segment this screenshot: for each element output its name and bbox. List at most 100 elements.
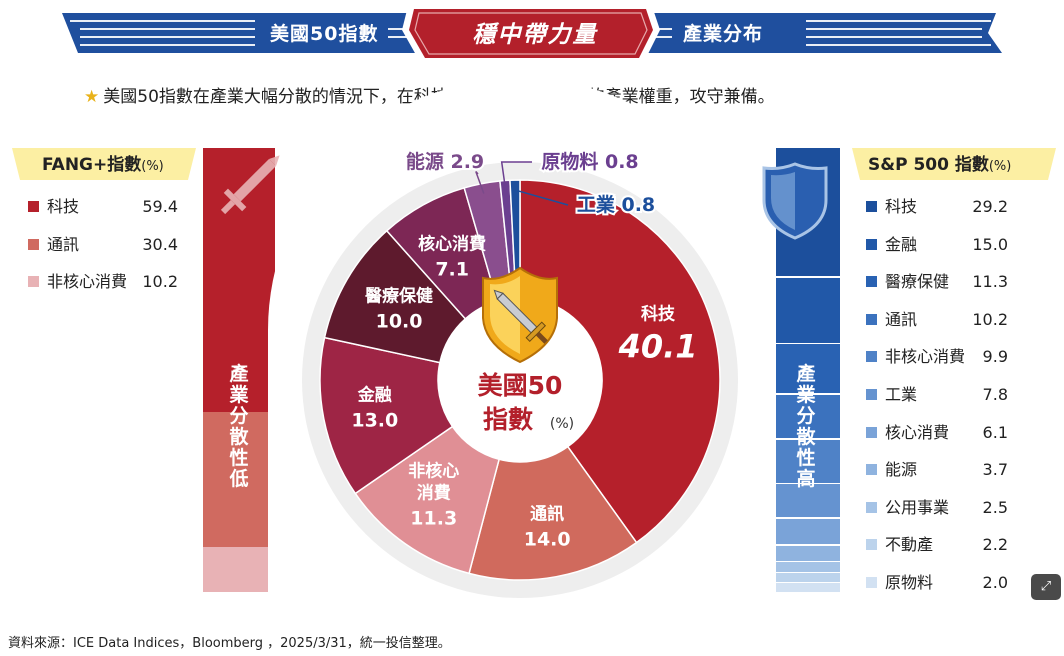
leader-line (475, 170, 485, 194)
legend-value: 6.1 (982, 422, 1008, 442)
slice-label: 醫療保健 (365, 285, 433, 306)
legend-swatch (866, 201, 877, 212)
right-panel-title: S&P 500 指數(%) (868, 148, 1011, 182)
legend-value: 30.4 (142, 234, 178, 254)
legend-value: 11.3 (972, 272, 1008, 292)
stack-segment (776, 518, 840, 545)
right-legend-item: 科技 29.2 (866, 196, 1008, 218)
legend-label: 核心消費 (885, 422, 950, 442)
legend-value: 59.4 (142, 197, 178, 216)
legend-value: 2.5 (982, 497, 1008, 517)
sword-icon (220, 155, 280, 215)
center-unit: (%) (550, 416, 574, 432)
right-legend-item: 非核心消費 9.9 (866, 346, 1008, 368)
legend-swatch (866, 464, 877, 476)
stack-segment (776, 440, 840, 483)
header-left-label: 美國50指數 (270, 23, 379, 45)
slice-label: 通訊 (530, 504, 564, 525)
legend-label: 原物料 (885, 573, 934, 592)
right-panel-title-text: S&P 500 指數 (868, 155, 989, 175)
right-legend-item: 不動產 2.2 (866, 534, 1008, 556)
left-legend-item: 科技 59.4 (28, 196, 178, 218)
right-legend-item: 工業 7.8 (866, 384, 1008, 406)
slice-value: 14.0 (524, 529, 571, 551)
legend-label: 能源 (885, 460, 918, 480)
legend-label: 醫療保健 (885, 272, 950, 292)
left-legend-item: 非核心消費 10.2 (28, 271, 178, 293)
legend-swatch (866, 276, 877, 288)
slice-value: 10.0 (376, 310, 423, 332)
leader-line (500, 161, 532, 191)
stack-segment (203, 546, 275, 592)
source-footer: 資料來源：ICE Data Indices，Bloomberg ，2025/3/… (8, 636, 451, 651)
legend-swatch (866, 539, 877, 551)
right-legend-item: 能源 3.7 (866, 459, 1008, 481)
stack-segment (776, 394, 840, 439)
right-legend-item: 醫療保健 11.3 (866, 271, 1008, 293)
legend-label: 非核心消費 (885, 347, 966, 367)
shield-sword-icon (482, 266, 558, 364)
legend-label: 通訊 (885, 309, 918, 329)
slice-label: 消費 (417, 483, 451, 504)
stack-segment (203, 411, 275, 547)
slice-label: 非核心 (408, 461, 459, 482)
left-panel-title: FANG+指數(%) (42, 148, 164, 182)
right-legend-item: 原物料 2.0 (866, 572, 1008, 594)
legend-swatch (866, 313, 877, 325)
stack-segment (776, 277, 840, 343)
legend-swatch (866, 351, 877, 363)
legend-value: 10.2 (972, 309, 1008, 329)
left-panel-unit: (%) (141, 159, 164, 174)
legend-value: 2.2 (982, 535, 1008, 555)
left-stack-bar (203, 148, 275, 592)
legend-swatch (866, 501, 877, 513)
legend-label: 公用事業 (885, 497, 950, 517)
right-legend-item: 金融 15.0 (866, 234, 1008, 256)
legend-value: 7.8 (982, 385, 1008, 404)
stack-segment (776, 562, 840, 572)
left-vertical-label: 產業分散性低 (229, 363, 249, 490)
slice-outside-label: 能源 2.9 (406, 150, 484, 173)
slice-value: 7.1 (435, 259, 469, 281)
slice-label: 核心消費 (418, 234, 486, 255)
slice-label: 科技 (641, 304, 676, 325)
legend-label: 金融 (885, 234, 918, 254)
legend-label: 科技 (47, 197, 80, 216)
legend-value: 2.0 (982, 573, 1008, 592)
legend-label: 工業 (885, 385, 918, 404)
slice-value: 13.0 (351, 410, 398, 432)
right-legend-item: 通訊 10.2 (866, 309, 1008, 331)
legend-value: 15.0 (972, 234, 1008, 254)
legend-swatch (28, 238, 39, 250)
left-legend-item: 通訊 30.4 (28, 234, 178, 256)
legend-swatch (866, 577, 877, 588)
legend-value: 3.7 (982, 460, 1008, 480)
legend-value: 9.9 (982, 347, 1008, 367)
slice-value: 11.3 (410, 508, 457, 530)
left-panel-title-text: FANG+指數 (42, 155, 142, 175)
slice-value: 40.1 (618, 328, 698, 366)
right-legend-item: 核心消費 6.1 (866, 422, 1008, 444)
center-title-line2: 指數 (483, 405, 533, 434)
stack-segment (776, 545, 840, 561)
legend-swatch (866, 389, 877, 400)
donut-hole (438, 298, 602, 462)
slice-outside-label: 原物料 0.8 (541, 150, 638, 173)
right-legend-item: 公用事業 2.5 (866, 497, 1008, 519)
header-banner (62, 6, 1002, 62)
stack-segment (776, 344, 840, 394)
left-panel-tab (12, 148, 196, 180)
header-right-label: 產業分布 (683, 23, 764, 45)
right-panel-tab (852, 148, 1056, 180)
legend-label: 通訊 (47, 234, 80, 254)
right-vertical-label: 產業分散性高 (796, 363, 816, 490)
legend-swatch (28, 276, 39, 287)
legend-value: 10.2 (142, 272, 178, 291)
leader-line (515, 189, 569, 206)
page-title: 穩中帶力量 (472, 22, 598, 48)
stack-segment (776, 583, 840, 592)
legend-label: 非核心消費 (47, 272, 128, 291)
expand-icon[interactable]: ⤢ (1031, 574, 1061, 600)
stack-segment (776, 484, 840, 518)
